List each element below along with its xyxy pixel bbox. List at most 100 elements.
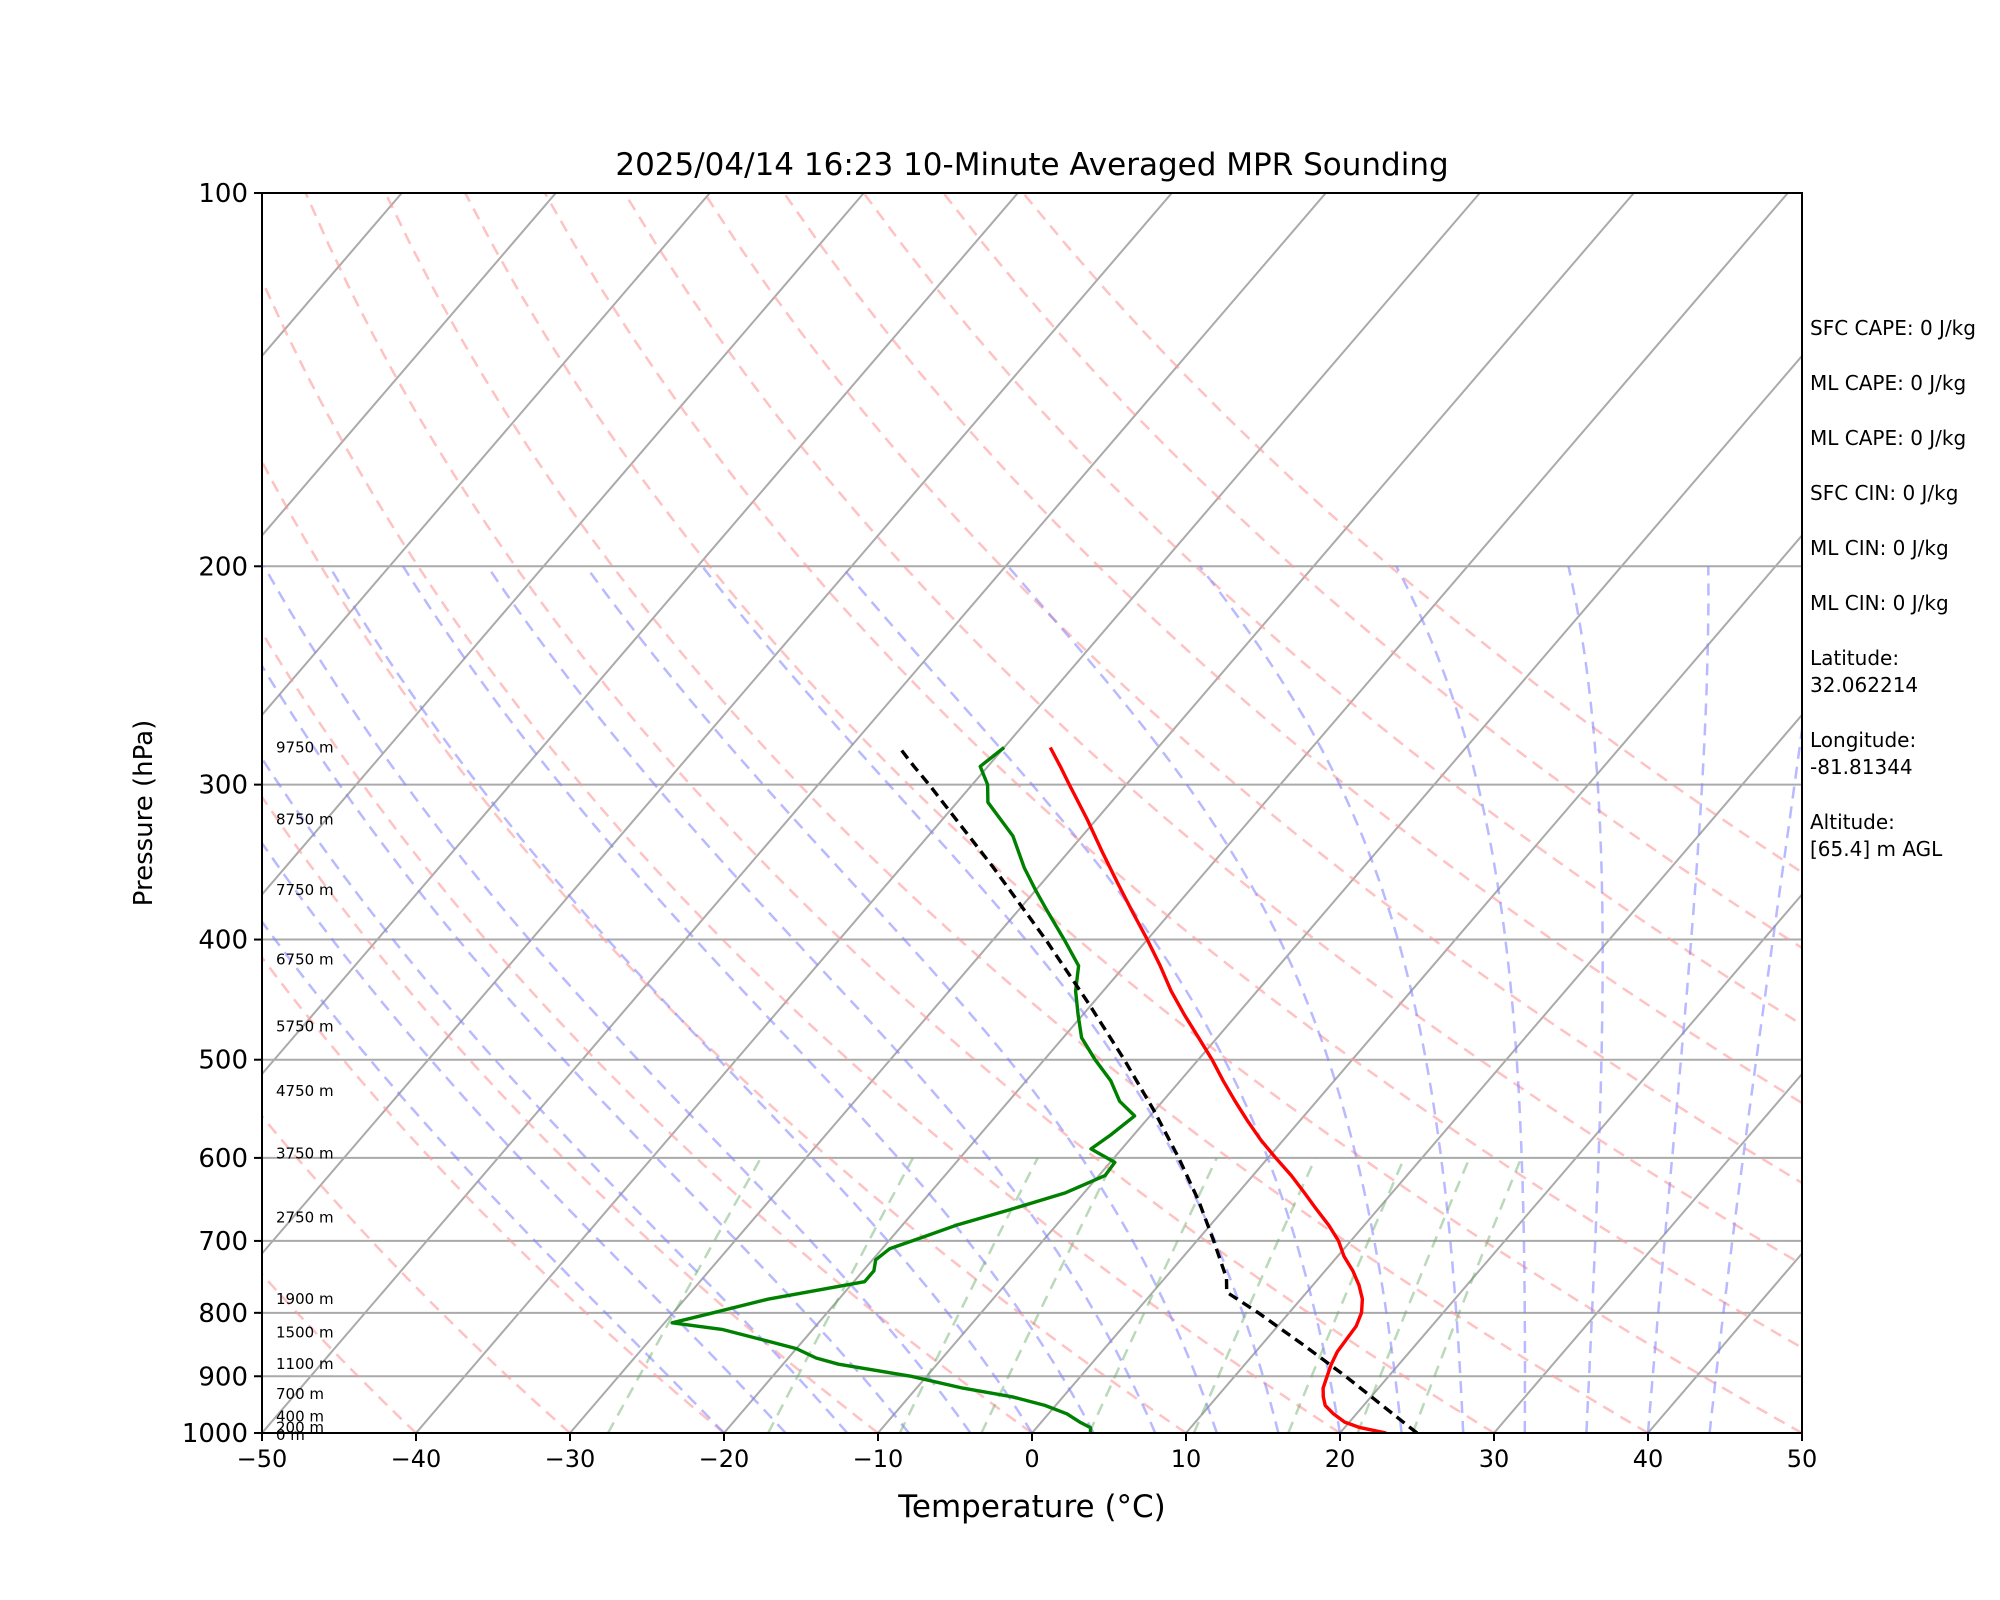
isotherm-line xyxy=(0,193,94,1433)
sfc-cape-text: SFC CAPE: 0 J/kg xyxy=(1810,316,1976,340)
parcel-profile-line xyxy=(898,746,1419,1433)
moist-adiabat-line xyxy=(262,919,725,1433)
guide-lines xyxy=(0,193,1802,1433)
x-axis-ticks: −50 −40 −30 −20 −10 0 10 20 30 40 50 xyxy=(237,1433,1818,1473)
moist-adiabat-line xyxy=(1646,566,1710,1433)
plot-frame xyxy=(261,192,1803,1434)
mixing-ratio-line xyxy=(1192,1157,1317,1433)
dry-adiabat-line xyxy=(543,193,1802,1350)
dry-adiabat-line xyxy=(262,955,725,1433)
height-label: 3750 m xyxy=(276,1144,334,1162)
temperature-profile-line xyxy=(1048,746,1387,1433)
x-tick-label: 50 xyxy=(1787,1445,1818,1473)
sounding-parameters-panel: SFC CAPE: 0 J/kg ML CAPE: 0 J/kg ML CAPE… xyxy=(1810,315,1995,891)
x-tick-label: 0 xyxy=(1024,1445,1039,1473)
sounding-series xyxy=(670,746,1419,1433)
isotherm-line xyxy=(262,193,1019,1076)
moist-adiabat-line xyxy=(262,663,910,1433)
dry-adiabat-line xyxy=(262,1272,417,1433)
mixing-ratio-line xyxy=(1287,1157,1406,1433)
x-tick-label: −40 xyxy=(391,1445,442,1473)
ml-cin-text: ML CIN: 0 J/kg xyxy=(1810,536,1949,560)
isotherm-line xyxy=(1185,713,1802,1433)
isotherm-line xyxy=(723,193,1789,1433)
y-tick-label: 400 xyxy=(198,926,248,956)
mixing-ratio-line xyxy=(898,1157,1039,1433)
dry-adiabat-line xyxy=(262,1114,571,1433)
ml-cape-text-2: ML CAPE: 0 J/kg xyxy=(1810,426,1967,450)
moist-adiabat-line xyxy=(402,565,1095,1433)
dry-adiabat-line xyxy=(262,630,1033,1433)
x-tick-label: 10 xyxy=(1171,1445,1202,1473)
y-tick-label: 100 xyxy=(198,179,248,209)
dry-adiabat-line xyxy=(262,458,1187,1433)
height-label: 6750 m xyxy=(276,950,334,968)
height-labels: 9750 m 8750 m 7750 m 6750 m 5750 m 4750 m 3750… xyxy=(276,738,334,1444)
height-label: 4750 m xyxy=(276,1082,334,1100)
x-tick-label: 20 xyxy=(1325,1445,1356,1473)
isotherm-line xyxy=(262,193,1173,1256)
isotherm-line xyxy=(262,193,557,537)
x-tick-label: −30 xyxy=(545,1445,596,1473)
chart-title: 2025/04/14 16:23 10-Minute Averaged MPR … xyxy=(615,147,1448,183)
y-axis-label: Pressure (hPa) xyxy=(129,720,159,907)
moist-adiabat-line xyxy=(1198,565,1465,1433)
height-label: 1100 m xyxy=(276,1355,334,1373)
isotherm-line xyxy=(262,193,711,717)
longitude-text: Longitude: -81.81344 xyxy=(1810,728,1917,779)
height-label: 1900 m xyxy=(276,1290,334,1308)
y-tick-label: 500 xyxy=(198,1046,248,1076)
mixing-ratio-line xyxy=(767,1157,915,1433)
moist-adiabat-line xyxy=(262,840,787,1433)
mixing-ratio-line xyxy=(606,1157,762,1433)
moist-adiabat-line xyxy=(263,565,972,1433)
isotherm-line xyxy=(262,193,865,897)
moist-adiabat-line xyxy=(840,565,1342,1433)
height-label: 5750 m xyxy=(276,1017,334,1035)
dry-adiabat-line xyxy=(623,193,1802,1266)
mixing-ratio-line xyxy=(1088,1157,1218,1433)
moist-adiabat-line xyxy=(701,565,1280,1433)
moist-adiabat-line xyxy=(486,565,1157,1433)
y-tick-label: 300 xyxy=(198,771,248,801)
isotherm-line xyxy=(415,193,1481,1433)
height-label: 400 m xyxy=(276,1408,324,1426)
dry-adiabat-line xyxy=(304,193,1495,1433)
height-label: 8750 m xyxy=(276,810,334,828)
y-tick-label: 600 xyxy=(198,1144,248,1174)
x-tick-label: −10 xyxy=(853,1445,904,1473)
height-label: 1500 m xyxy=(276,1324,334,1342)
height-label: 700 m xyxy=(276,1385,324,1403)
moist-adiabat-line xyxy=(328,565,1034,1433)
moist-adiabat-line xyxy=(584,565,1218,1433)
moist-adiabat-line xyxy=(1567,566,1604,1433)
y-tick-label: 700 xyxy=(198,1227,248,1257)
ml-cin-text-2: ML CIN: 0 J/kg xyxy=(1810,591,1949,615)
isotherm-line xyxy=(877,354,1802,1433)
altitude-text: Altitude: [65.4] m AGL xyxy=(1810,810,1943,861)
ml-cape-text: ML CAPE: 0 J/kg xyxy=(1810,371,1967,395)
dry-adiabat-line xyxy=(464,193,1802,1433)
x-tick-label: −50 xyxy=(237,1445,288,1473)
y-tick-label: 800 xyxy=(198,1299,248,1329)
isotherm-line xyxy=(569,193,1635,1433)
isotherm-line xyxy=(1493,1072,1802,1433)
moist-adiabat-line xyxy=(1007,565,1403,1433)
dry-adiabat-line xyxy=(782,193,1802,1105)
dry-adiabat-line xyxy=(703,193,1802,1185)
sfc-cin-text: SFC CIN: 0 J/kg xyxy=(1810,481,1959,505)
height-label: 7750 m xyxy=(276,881,334,899)
x-tick-label: −20 xyxy=(699,1445,750,1473)
latitude-text: Latitude: 32.062214 xyxy=(1810,646,1919,697)
y-tick-label: 1000 xyxy=(182,1419,248,1449)
isotherm-line xyxy=(1339,892,1802,1433)
y-axis-ticks: 100 200 300 400 500 600 700 800 900 1000 xyxy=(182,179,262,1449)
isotherm-line xyxy=(262,193,1327,1433)
height-label: 9750 m xyxy=(276,738,334,756)
height-label: 0 m xyxy=(276,1426,305,1444)
x-tick-label: 40 xyxy=(1633,1445,1664,1473)
height-label: 200 m xyxy=(276,1419,324,1437)
y-tick-label: 200 xyxy=(198,552,248,582)
moist-adiabat-line xyxy=(262,756,849,1433)
dry-adiabat-line xyxy=(262,794,879,1433)
